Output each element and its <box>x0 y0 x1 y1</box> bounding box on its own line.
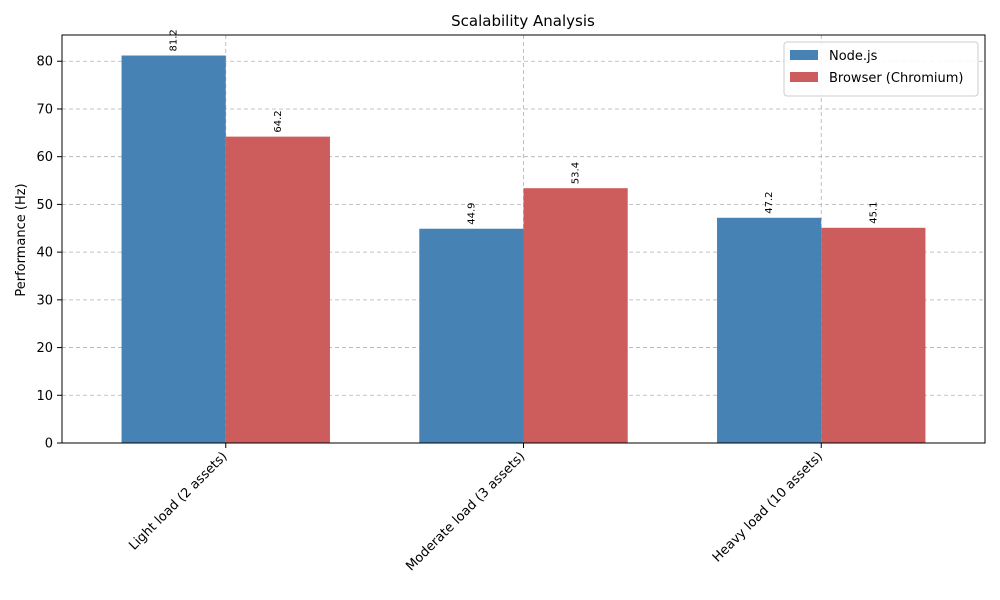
y-tick-label: 80 <box>36 55 53 70</box>
data-label: 64.2 <box>273 110 284 132</box>
x-tick-label: Moderate load (3 assets) <box>403 449 528 574</box>
data-label: 81.2 <box>169 29 180 51</box>
bar-browser-chromium--2 <box>821 227 926 443</box>
data-label: 45.1 <box>868 202 879 224</box>
bar-browser-chromium--1 <box>523 188 628 443</box>
labels-layer: 81.2 44.9 47.2 64.2 53.4 45.1 <box>169 29 880 224</box>
x-tick-label: Light load (2 assets) <box>126 449 230 553</box>
y-tick-label: 50 <box>36 198 53 213</box>
bar-node-js-0 <box>121 55 226 444</box>
legend-swatch <box>790 72 818 82</box>
y-axis-title: Performance (Hz) <box>14 183 29 296</box>
y-tick-label: 30 <box>36 293 53 308</box>
data-label: 47.2 <box>764 191 775 213</box>
y-tick-label: 20 <box>36 341 53 356</box>
y-tick-label: 0 <box>45 437 53 452</box>
legend-label: Node.js <box>829 49 878 64</box>
y-tick-label: 10 <box>36 389 53 404</box>
bar-node-js-2 <box>717 217 822 443</box>
y-tick-label: 60 <box>36 150 53 165</box>
bar-node-js-1 <box>419 228 524 443</box>
legend-swatch <box>790 50 818 60</box>
data-label: 53.4 <box>571 162 582 184</box>
x-tick-label: Heavy load (10 assets) <box>710 449 826 565</box>
plot-frame <box>61 34 986 444</box>
bars-layer <box>121 55 926 444</box>
legend-label: Browser (Chromium) <box>829 71 963 86</box>
legend: Node.js Browser (Chromium) <box>783 41 979 97</box>
legend-box <box>783 41 979 97</box>
data-label: 44.9 <box>466 202 477 224</box>
chart-title: Scalability Analysis <box>451 12 595 30</box>
y-tick-label: 70 <box>36 102 53 117</box>
y-tick-label: 40 <box>36 246 53 261</box>
bar-browser-chromium--0 <box>225 136 330 444</box>
